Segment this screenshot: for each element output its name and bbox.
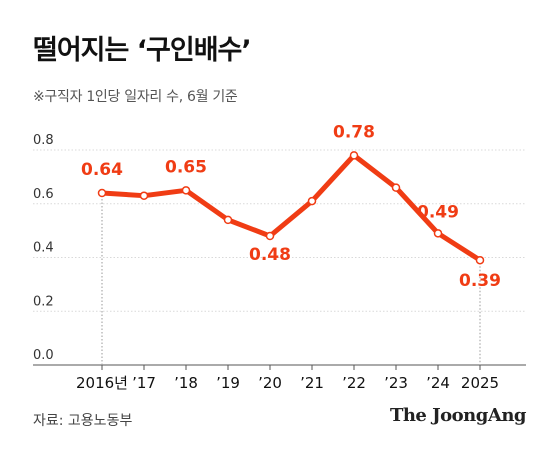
data-label: 0.48 <box>249 245 291 265</box>
data-label: 0.39 <box>459 271 501 291</box>
chart-title: 떨어지는 ‘구인배수’ <box>33 35 252 66</box>
x-tick-label: ’24 <box>426 374 450 392</box>
data-label: 0.78 <box>333 122 375 142</box>
data-label: 0.65 <box>165 157 207 177</box>
x-tick-label: 2025 <box>461 374 499 392</box>
brand-logo: The JoongAng <box>389 405 527 426</box>
source-note: 자료: 고용노동부 <box>33 413 133 429</box>
x-tick-label: ’22 <box>342 374 366 392</box>
data-point <box>307 196 317 206</box>
x-tick-label: ’19 <box>216 374 240 392</box>
x-tick-label: ’17 <box>132 374 156 392</box>
x-tick-label: ’21 <box>300 374 324 392</box>
y-tick-label: 0.6 <box>33 187 54 202</box>
data-point <box>223 215 233 225</box>
y-tick-label: 0.2 <box>33 294 54 309</box>
data-label: 0.64 <box>81 160 123 180</box>
data-point <box>139 191 149 200</box>
x-tick-label: 2016년 <box>76 374 128 392</box>
data-point <box>265 231 275 241</box>
data-point <box>349 151 359 160</box>
x-tick-label: ’20 <box>258 374 282 392</box>
data-point <box>433 229 443 238</box>
x-tick-label: ’18 <box>174 374 198 392</box>
series-line <box>99 152 483 263</box>
data-point <box>181 186 191 195</box>
data-point <box>391 183 401 192</box>
chart-subtitle: ※구직자 1인당 일자리 수, 6월 기준 <box>33 89 238 105</box>
y-tick-label: 0.4 <box>33 241 54 256</box>
data-point <box>475 255 485 265</box>
data-label: 0.49 <box>417 202 459 222</box>
data-point <box>97 188 107 198</box>
x-tick-label: ’23 <box>384 374 408 392</box>
y-tick-label: 0.8 <box>33 133 54 148</box>
y-tick-label: 0.0 <box>33 348 54 363</box>
